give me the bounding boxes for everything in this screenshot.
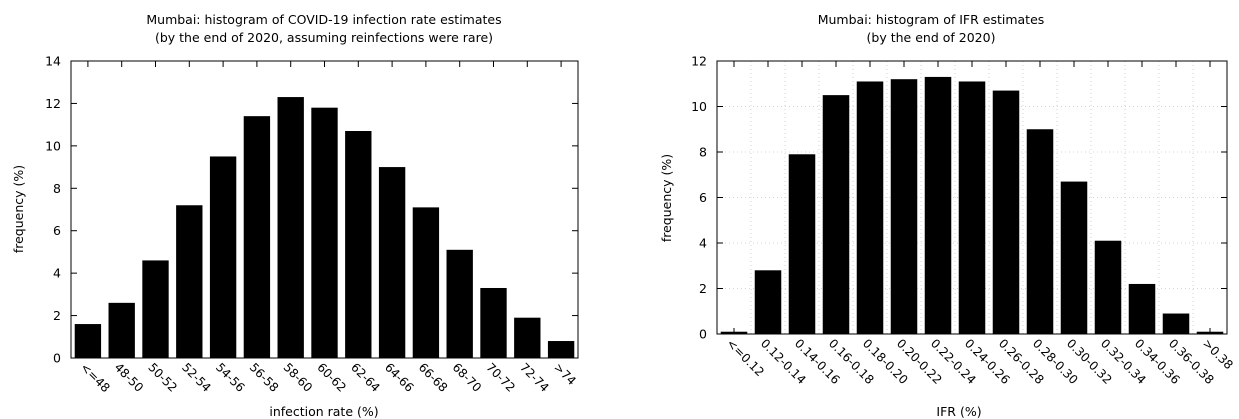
bar-0.16-0.18	[822, 95, 850, 334]
y-tick-label: 0	[53, 351, 61, 366]
bar-0.28-0.30	[1026, 129, 1054, 334]
x-tick-label: 50-52	[145, 360, 180, 395]
infection-rate-histogram: Mumbai: histogram of COVID-19 infection …	[11, 12, 579, 419]
bar-56-58	[243, 116, 271, 359]
y-tick-label: 8	[53, 181, 61, 196]
x-tick-label: >74	[551, 360, 579, 388]
bar-72-74	[514, 317, 541, 358]
bar-52-54	[176, 205, 203, 358]
bar-0.18-0.20	[856, 81, 884, 334]
x-axis-label: IFR (%)	[936, 404, 981, 419]
y-tick-label: 6	[53, 223, 61, 238]
y-tick-label: 14	[45, 54, 61, 69]
y-tick-label: 2	[53, 308, 61, 323]
bar-0.14-0.16	[788, 154, 816, 334]
y-tick-label: 10	[691, 99, 707, 114]
x-tick-label: 70-72	[483, 360, 518, 395]
bar-60-62	[311, 107, 338, 359]
y-tick-label: 12	[691, 54, 707, 69]
plot-area: 024681012<=0.120.12-0.140.14-0.160.16-0.…	[691, 54, 1236, 387]
bar-48-50	[108, 302, 135, 358]
bar-66-68	[412, 207, 440, 358]
bar-0.32-0.34	[1094, 240, 1122, 334]
ifr-histogram: Mumbai: histogram of IFR estimates (by t…	[659, 12, 1236, 419]
bar-58-60	[277, 97, 304, 359]
bar-0.22-0.24	[924, 76, 952, 335]
bar-0.34-0.36	[1128, 283, 1156, 334]
x-tick-label: 62-64	[348, 360, 383, 395]
x-tick-label: 48-50	[112, 360, 147, 395]
x-tick-label: <=48	[78, 360, 113, 395]
y-tick-label: 2	[699, 281, 707, 296]
y-axis-label: frequency (%)	[659, 154, 674, 242]
x-tick-label: 66-68	[416, 360, 451, 395]
x-tick-label: 60-62	[314, 360, 349, 395]
chart-title: Mumbai: histogram of COVID-19 infection …	[146, 12, 501, 27]
y-tick-label: 0	[699, 327, 707, 342]
bar-0.36-0.38	[1162, 313, 1190, 334]
bar-64-66	[378, 167, 406, 358]
bar-0.24-0.26	[958, 81, 986, 334]
bar-0.30-0.32	[1060, 181, 1088, 334]
bar-70-72	[480, 287, 507, 358]
y-tick-label: 6	[699, 190, 707, 205]
y-tick-label: 4	[699, 236, 707, 251]
bar-68-70	[446, 249, 473, 358]
x-tick-label: 52-54	[179, 360, 214, 395]
bar-54-56	[209, 156, 237, 358]
chart-subtitle: (by the end of 2020)	[867, 30, 996, 45]
x-tick-label: 64-66	[382, 360, 417, 395]
x-tick-label: 72-74	[517, 360, 552, 395]
x-axis-label: infection rate (%)	[269, 404, 378, 419]
y-axis-label: frequency (%)	[11, 165, 26, 253]
y-tick-label: 10	[45, 138, 61, 153]
x-tick-label: 68-70	[450, 360, 485, 395]
y-tick-label: 12	[45, 96, 61, 111]
x-tick-label: 58-60	[281, 360, 316, 395]
bar-62-64	[345, 131, 372, 358]
bar-0.20-0.22	[890, 79, 918, 334]
bar->74	[547, 341, 575, 358]
bar-0.26-0.28	[992, 90, 1020, 334]
chart-title: Mumbai: histogram of IFR estimates	[818, 12, 1045, 27]
x-tick-label: 56-58	[247, 360, 282, 395]
y-tick-label: 8	[699, 145, 707, 160]
y-tick-label: 4	[53, 266, 61, 281]
chart-subtitle: (by the end of 2020, assuming reinfectio…	[155, 30, 493, 45]
bar-0.12-0.14	[754, 270, 782, 334]
x-tick-label: 54-56	[213, 360, 248, 395]
bar-50-52	[142, 260, 169, 358]
